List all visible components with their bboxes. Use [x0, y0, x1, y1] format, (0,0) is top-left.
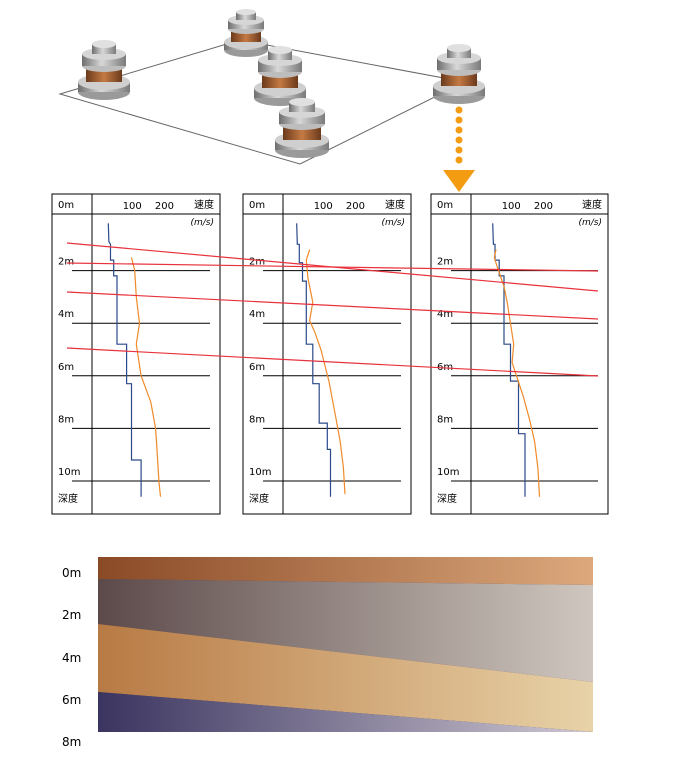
speed-unit: (m/s) — [381, 218, 405, 228]
depth-label: 8m — [58, 414, 74, 425]
depth-label: 0m — [249, 200, 265, 211]
speed-tick-label: 100 — [502, 201, 521, 212]
depth-label: 2m — [58, 257, 74, 268]
soil-layer-bar — [98, 557, 593, 732]
soil-depth-labels: 0m 2m 4m 6m 8m — [62, 566, 81, 749]
depth-label: 4m — [58, 309, 74, 320]
speed-label: 速度 — [385, 198, 405, 211]
boundary-line-2 — [66, 262, 599, 272]
speed-tick-label: 200 — [155, 201, 174, 212]
panel-frame — [242, 193, 412, 515]
speed-label: 速度 — [194, 198, 214, 211]
depth-label: 2m — [249, 257, 265, 268]
speed-unit: (m/s) — [578, 218, 602, 228]
depth-label: 4m — [437, 309, 453, 320]
depth-label: 10m — [58, 467, 80, 478]
soil-depth-label: 0m — [62, 566, 81, 580]
velocity-panel: 100 200 速度 (m/s) 0m 2m 4m 6m 8m 10m 深度 — [51, 193, 221, 515]
velocity-panel: 100 200 速度 (m/s) 0m 2m 4m 6m 8m 10m 深度 — [430, 193, 609, 515]
speed-tick-label: 100 — [314, 201, 333, 212]
depth-axis-label: 深度 — [437, 492, 457, 505]
speed-unit: (m/s) — [190, 218, 214, 228]
velocity-panel: 100 200 速度 (m/s) 0m 2m 4m 6m 8m 10m 深度 — [242, 193, 412, 515]
depth-label: 8m — [249, 414, 265, 425]
dotted-arrow — [443, 106, 475, 192]
speed-tick-label: 200 — [346, 201, 365, 212]
speed-tick-label: 100 — [123, 201, 142, 212]
estimated-profile-line — [130, 257, 162, 497]
boundary-line-4 — [66, 347, 599, 377]
shear-wave-profile-line — [296, 223, 332, 497]
soil-layer-1 — [98, 557, 593, 585]
depth-label: 6m — [58, 362, 74, 373]
boundary-line-3 — [66, 291, 599, 320]
depth-axis-label: 深度 — [249, 492, 269, 505]
depth-label: 4m — [249, 309, 265, 320]
soil-depth-label: 2m — [62, 608, 81, 622]
depth-label: 0m — [437, 200, 453, 211]
depth-label: 10m — [437, 467, 459, 478]
soil-layer-3b — [98, 624, 593, 732]
depth-label: 6m — [249, 362, 265, 373]
speed-label: 速度 — [582, 198, 602, 211]
soil-layer-4 — [98, 692, 593, 732]
depth-label: 2m — [437, 257, 453, 268]
panel-frame — [430, 193, 609, 515]
velocity-panels: 100 200 速度 (m/s) 0m 2m 4m 6m 8m 10m 深度 100 200 速度 (m/s… — [51, 193, 609, 515]
depth-label: 8m — [437, 414, 453, 425]
depth-axis-label: 深度 — [58, 492, 78, 505]
sensor-unit-2 — [224, 9, 268, 57]
soil-layer-2 — [98, 579, 593, 682]
sensor-unit-3 — [254, 46, 306, 106]
panel-frame — [51, 193, 221, 515]
shear-wave-profile-line — [492, 223, 526, 497]
estimated-profile-line — [493, 249, 541, 497]
arrow-head — [443, 170, 475, 192]
speed-tick-label: 200 — [534, 201, 553, 212]
soil-depth-label: 4m — [62, 651, 81, 665]
depth-label: 6m — [437, 362, 453, 373]
soil-depth-label: 8m — [62, 735, 81, 749]
soil-depth-label: 6m — [62, 693, 81, 707]
sensor-unit-4 — [275, 98, 329, 158]
sensor-unit-1 — [78, 40, 130, 100]
sensor-unit-5 — [433, 44, 485, 104]
layer-boundary-lines — [66, 242, 599, 377]
depth-label: 0m — [58, 200, 74, 211]
estimated-profile-line — [305, 249, 346, 495]
depth-label: 10m — [249, 467, 271, 478]
